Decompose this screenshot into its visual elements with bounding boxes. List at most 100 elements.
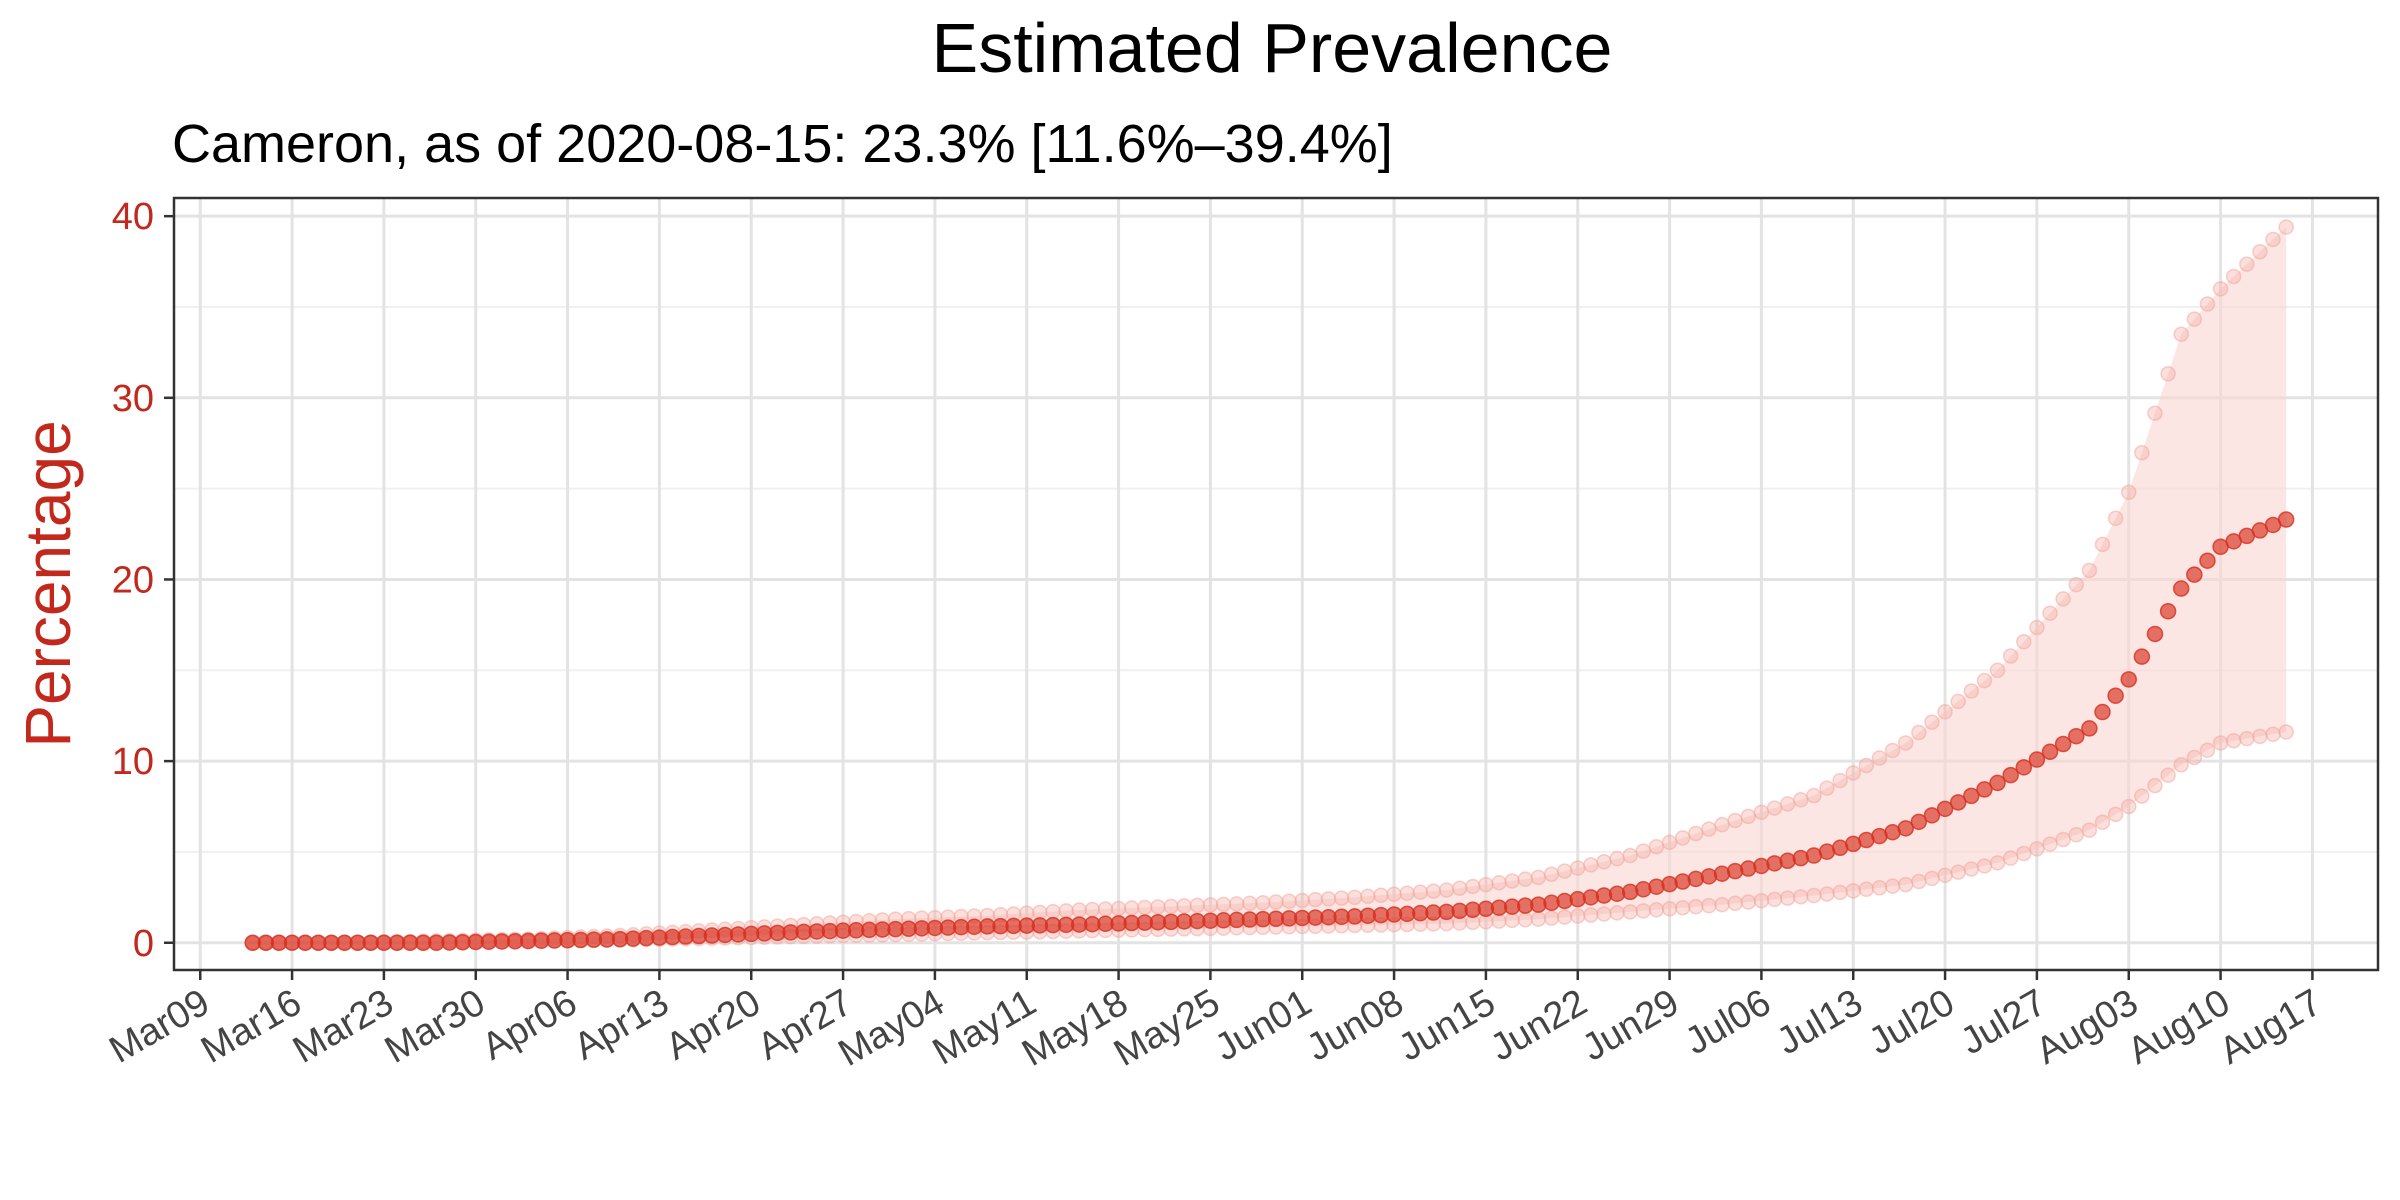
upper-bound-point — [2199, 296, 2216, 312]
lower-bound-point — [1793, 889, 1809, 905]
upper-bound-point — [1465, 878, 1481, 895]
estimate-point — [1635, 881, 1652, 898]
upper-bound-point — [1451, 880, 1468, 897]
estimate-point — [2081, 720, 2098, 737]
plot-area: 010203040Mar09Mar16Mar23Mar30Apr06Apr13A… — [102, 196, 2380, 1075]
estimate-point — [2015, 759, 2033, 776]
estimate-point — [1766, 855, 1783, 872]
lower-bound-point — [2147, 777, 2163, 794]
x-tick-label: Jul20 — [1862, 981, 1962, 1063]
upper-bound-point — [1674, 830, 1691, 846]
upper-bound-point — [1858, 757, 1875, 774]
estimate-point — [1779, 852, 1796, 870]
estimate-point — [1687, 870, 1705, 888]
upper-bound-point — [1373, 887, 1389, 904]
estimate-point — [2277, 511, 2295, 528]
upper-bound-point — [2134, 445, 2150, 461]
upper-bound-point — [1386, 886, 1402, 902]
lower-bound-point — [1740, 894, 1757, 910]
panel-border — [172, 196, 2380, 972]
lower-bound-point — [1504, 912, 1520, 929]
upper-bound-point — [2107, 510, 2124, 527]
upper-bound-point — [2160, 365, 2176, 382]
x-tick-label: May18 — [1015, 981, 1135, 1074]
x-tick-label: Jul13 — [1770, 981, 1870, 1063]
upper-bound-point — [1819, 780, 1835, 796]
lower-bound-point — [1543, 910, 1560, 926]
lower-bound-point — [1517, 912, 1534, 928]
estimate-point — [1753, 857, 1770, 875]
estimate-point — [2028, 751, 2046, 768]
lower-bound-point — [1596, 906, 1612, 922]
lower-bound-point — [1648, 902, 1665, 918]
lower-bound-point — [1884, 878, 1901, 894]
upper-bound-point — [1163, 898, 1179, 915]
lower-bound-point — [2068, 827, 2085, 843]
upper-bound-point — [2120, 484, 2137, 501]
y-tick-label: 30 — [112, 378, 154, 420]
estimate-point — [1621, 883, 1639, 901]
chart-title: Estimated Prevalence — [932, 9, 1613, 87]
upper-bound-point — [1320, 891, 1337, 907]
upper-bound-point — [1911, 724, 1927, 741]
x-tick-label: Jun08 — [1300, 981, 1411, 1069]
upper-bound-point — [1596, 854, 1612, 870]
lower-bound-point — [2186, 749, 2203, 766]
lower-bound-point — [1806, 887, 1822, 904]
lower-bound-point — [1609, 905, 1625, 921]
lower-bound-point — [1858, 881, 1875, 898]
lower-bound-point — [1989, 855, 2006, 871]
lower-bound-point — [2252, 728, 2268, 745]
upper-bound-point — [2225, 268, 2242, 285]
upper-bound-point — [1976, 672, 1993, 689]
upper-bound-point — [2081, 562, 2098, 579]
upper-bound-point — [1071, 902, 1087, 918]
upper-bound-point — [1556, 863, 1573, 879]
upper-bound-point — [1543, 866, 1560, 882]
upper-bound-point — [1346, 889, 1363, 906]
estimate-point — [1726, 862, 1744, 880]
estimate-point — [2107, 687, 2124, 704]
lower-bound-point — [2173, 756, 2189, 773]
x-tick-label: Jun15 — [1392, 981, 1503, 1069]
upper-bound-point — [1661, 834, 1678, 851]
lower-bound-point — [1701, 897, 1717, 914]
y-tick-label: 10 — [112, 741, 154, 783]
upper-bound-point — [2094, 536, 2111, 553]
upper-bound-point — [1242, 895, 1258, 912]
x-tick-label: Aug17 — [2213, 981, 2329, 1072]
upper-bound-point — [1569, 860, 1586, 876]
estimate-point — [2002, 766, 2019, 784]
lower-bound-point — [1674, 899, 1691, 916]
upper-bound-point — [1583, 857, 1599, 873]
upper-bound-point — [1137, 899, 1153, 916]
estimate-point — [2133, 648, 2151, 665]
estimate-point — [1700, 868, 1718, 885]
x-tick-label: May11 — [926, 981, 1043, 1073]
x-tick-label: Jul06 — [1678, 981, 1778, 1063]
lower-bound-point — [1963, 861, 1980, 877]
estimate-point — [1740, 860, 1757, 877]
lower-bound-point — [2094, 814, 2111, 831]
upper-bound-point — [1517, 871, 1534, 887]
lower-bound-point — [1622, 904, 1638, 920]
upper-bound-point — [1150, 899, 1166, 915]
lower-bound-point — [1583, 907, 1599, 923]
upper-bound-point — [1255, 895, 1271, 911]
lower-bound-point — [1753, 892, 1770, 909]
upper-bound-point — [1897, 735, 1914, 751]
upper-bound-point — [1478, 876, 1494, 893]
upper-bound-point — [1360, 888, 1376, 905]
upper-bound-point — [1084, 901, 1101, 918]
upper-bound-point — [1688, 825, 1704, 842]
y-tick-label: 20 — [112, 559, 154, 601]
estimate-point — [1792, 849, 1810, 867]
estimate-point — [2199, 552, 2216, 569]
upper-bound-point — [1884, 742, 1901, 759]
upper-bound-point — [1950, 693, 1966, 710]
lower-bound-point — [1897, 876, 1914, 893]
lower-bound-point — [2002, 850, 2019, 866]
upper-bound-point — [2002, 648, 2019, 664]
estimate-point — [1910, 813, 1928, 831]
